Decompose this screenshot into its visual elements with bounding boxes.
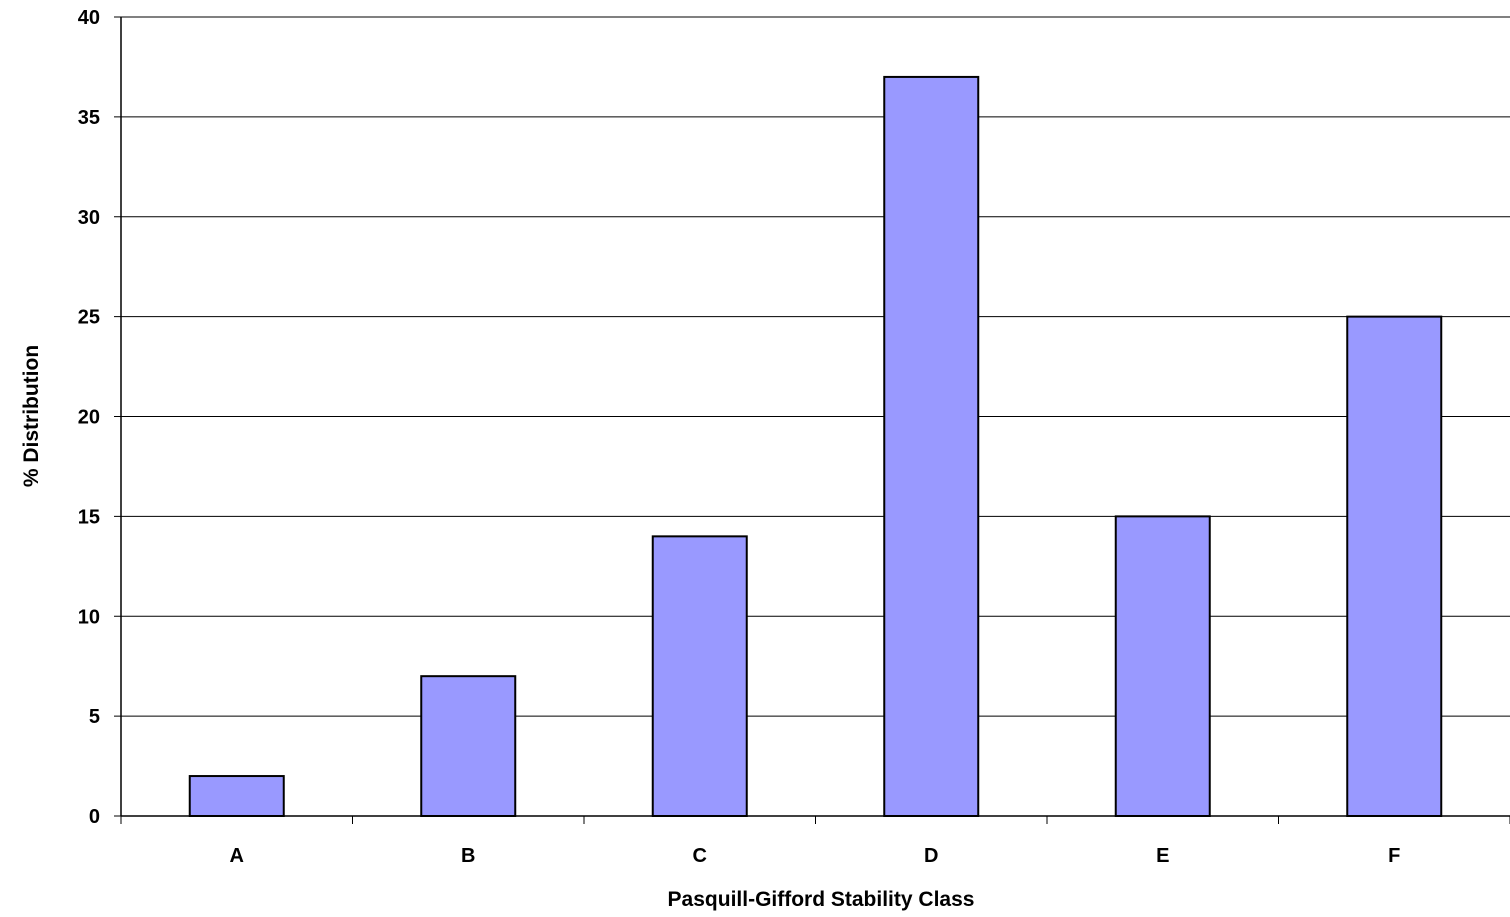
bar-D <box>883 75 980 818</box>
bar-E <box>1114 515 1211 817</box>
y-tick-label: 15 <box>78 506 100 528</box>
x-tick-label-F: F <box>1388 845 1400 867</box>
gridlines <box>121 16 1510 817</box>
bar-B <box>420 675 517 817</box>
x-tick-label-A: A <box>230 845 244 867</box>
y-tick-label: 5 <box>89 706 100 728</box>
bar-F <box>1346 315 1443 817</box>
bar-A <box>188 775 285 817</box>
bars <box>188 75 1443 818</box>
x-tick-label-C: C <box>693 845 707 867</box>
x-tick-labels: A B C D E F <box>230 845 1401 867</box>
y-tick-label: 10 <box>78 606 100 628</box>
y-tick-labels: 0 5 10 15 20 25 30 35 40 <box>78 7 100 828</box>
y-tick-label: 35 <box>78 107 100 129</box>
x-tick-label-D: D <box>924 845 938 867</box>
y-tick-label: 20 <box>78 407 100 429</box>
bar-C <box>651 535 748 817</box>
x-tick-label-B: B <box>461 845 475 867</box>
x-tick-label-E: E <box>1156 845 1169 867</box>
x-axis-title: Pasquill-Gifford Stability Class <box>668 888 975 911</box>
y-tick-label: 30 <box>78 207 100 229</box>
y-axis-title: % Distribution <box>20 345 43 487</box>
y-tick-label: 0 <box>89 806 100 828</box>
y-tick-label: 25 <box>78 307 100 329</box>
y-tick-label: 40 <box>78 7 100 29</box>
axes <box>114 16 1510 824</box>
